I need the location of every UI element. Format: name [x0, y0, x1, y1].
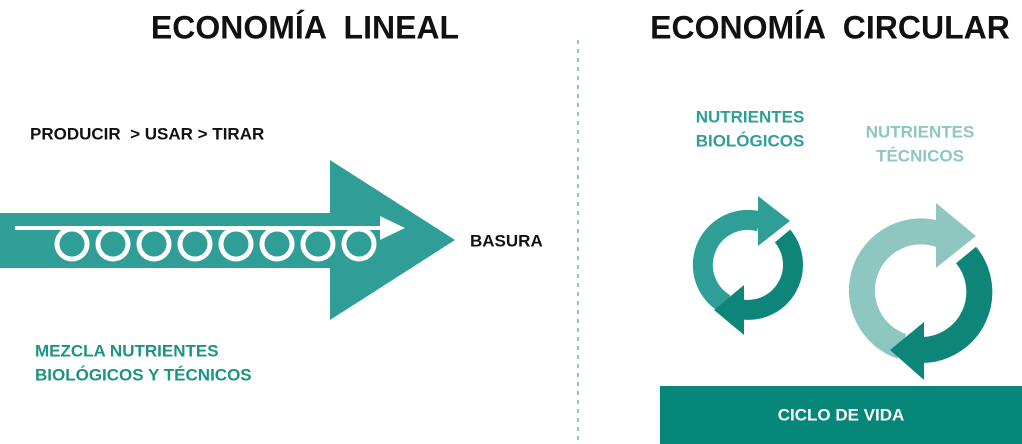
output-label: BASURA [470, 231, 543, 250]
bio-label: NUTRIENTES [696, 107, 805, 126]
note-line: MEZCLA NUTRIENTES [35, 341, 219, 360]
tech-label: TÉCNICOS [876, 146, 964, 165]
life-cycle-label: CICLO DE VIDA [778, 405, 905, 424]
tech-label: NUTRIENTES [866, 122, 975, 141]
linear-arrow [0, 160, 455, 320]
process-label: PRODUCIR > USAR > TIRAR [30, 124, 264, 143]
diagram: ECONOMÍA LINEAL ECONOMÍA CIRCULAR PRODUC… [0, 0, 1022, 444]
title-circular: ECONOMÍA CIRCULAR [650, 9, 1010, 45]
bio-label: BIOLÓGICOS [696, 131, 805, 150]
bio-cycle-arrow [742, 236, 793, 310]
bio-cycle-arrow [703, 220, 760, 304]
note-line: BIOLÓGICOS Y TÉCNICOS [35, 365, 252, 384]
title-linear: ECONOMÍA LINEAL [151, 9, 459, 45]
tech-cycle-arrow [862, 231, 940, 346]
tech-cycle-arrow [922, 255, 979, 350]
